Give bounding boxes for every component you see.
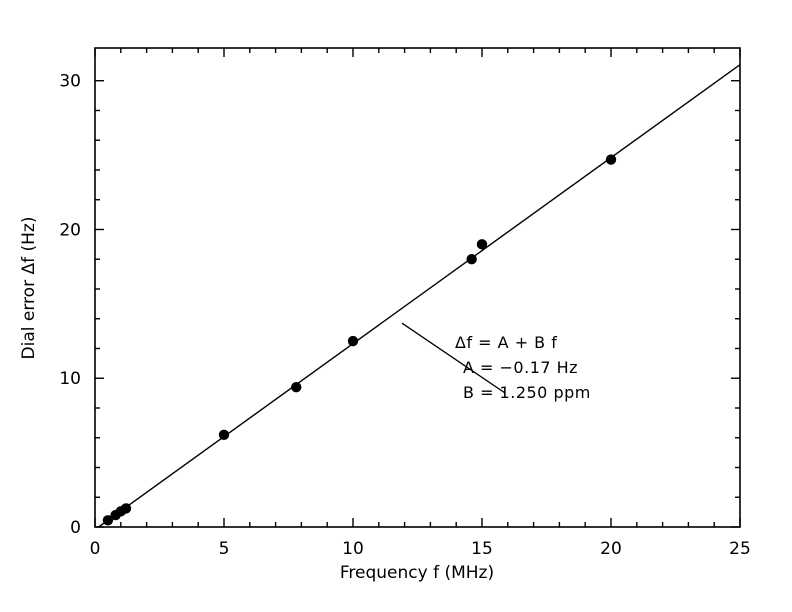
x-axis-tick-labels: 0 5 10 15 20 25 — [90, 539, 751, 559]
y-tick-label: 30 — [59, 72, 81, 92]
data-point — [347, 335, 359, 347]
data-point — [120, 503, 132, 514]
axis-ticks — [94, 48, 741, 528]
x-tick-label: 15 — [471, 539, 493, 559]
plot-frame — [94, 47, 741, 528]
y-axis-tick-labels: 0 10 20 30 — [59, 72, 81, 538]
y-axis-title: Dial error Δf (Hz) — [19, 217, 39, 360]
x-tick-label: 20 — [600, 539, 622, 559]
annotation-leader-line — [401, 322, 506, 394]
y-tick-label: 20 — [59, 220, 81, 240]
x-axis-title: Frequency f (MHz) — [340, 563, 494, 583]
y-tick-label: 10 — [59, 369, 81, 389]
data-point — [466, 254, 477, 265]
data-point — [605, 154, 617, 165]
y-tick-label: 0 — [70, 518, 81, 538]
data-point — [102, 515, 114, 526]
x-tick-label: 25 — [729, 539, 751, 559]
x-tick-label: 10 — [342, 539, 364, 559]
fit-equation-line-3: B = 1.250 ppm — [463, 383, 591, 402]
data-point — [218, 429, 230, 440]
x-tick-label: 0 — [90, 539, 101, 559]
data-point — [476, 239, 488, 250]
data-point-group — [102, 154, 617, 526]
x-tick-label: 5 — [219, 539, 230, 559]
data-point — [291, 381, 302, 393]
fit-equation-line-2: A = −0.17 Hz — [463, 358, 578, 377]
linear-fit-line — [98, 64, 741, 528]
fit-equation-line-1: Δf = A + B f — [455, 333, 557, 352]
